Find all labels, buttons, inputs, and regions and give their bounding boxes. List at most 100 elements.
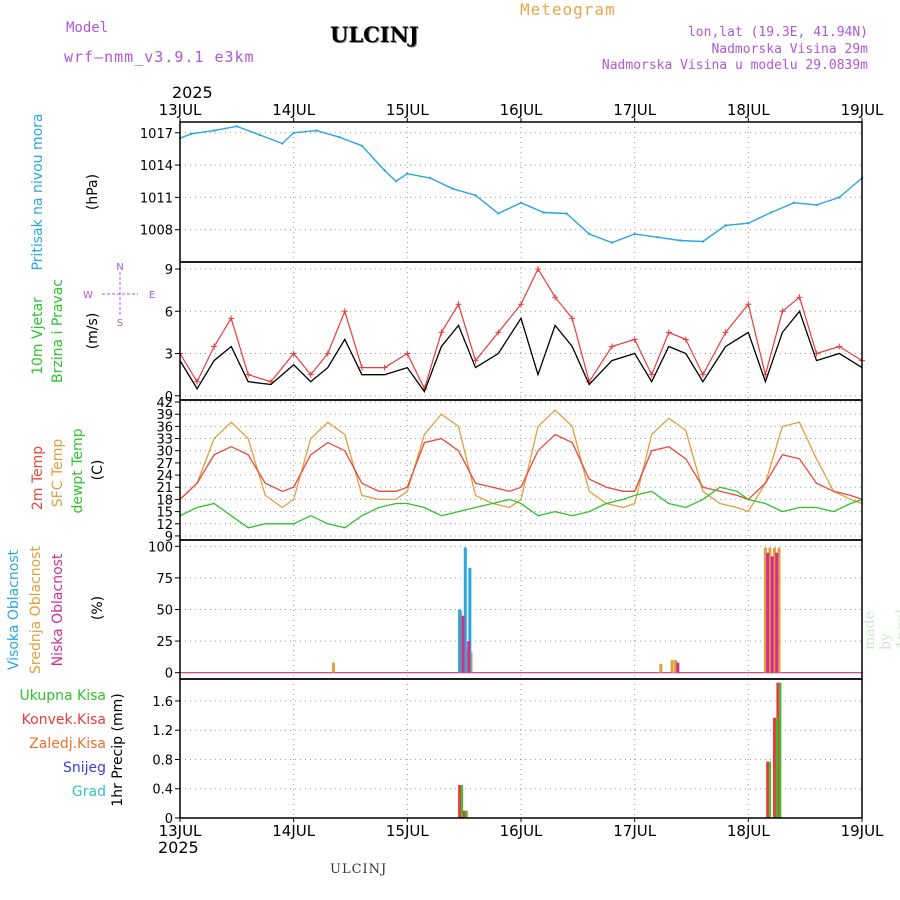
- y-tick-label: 39: [156, 408, 173, 423]
- y-tick-label: 75: [156, 572, 173, 587]
- sfc-temp-panel-label: SFC Temp: [50, 439, 66, 508]
- pressure-point: [337, 135, 341, 139]
- convective-precip-bar: [458, 785, 462, 818]
- y-tick-label: 1011: [140, 191, 173, 206]
- wind-gust-line: [179, 267, 863, 391]
- year-top: 2025: [172, 83, 213, 102]
- total-precip-bar: [465, 810, 468, 818]
- pressure-point: [747, 222, 750, 225]
- mid-cloud-bar: [777, 547, 781, 673]
- wind-gust-marker: [836, 343, 843, 350]
- y-tick-label: 1008: [140, 224, 173, 239]
- y-tick-label: 9: [165, 530, 173, 545]
- mid-cloud-bar: [763, 547, 767, 673]
- wind-gust-marker: [722, 329, 729, 336]
- wind-gust-marker: [608, 343, 615, 350]
- x-tick-label-top: 15JUL: [386, 101, 429, 119]
- pressure-point: [838, 196, 841, 199]
- wind-panel-label-1: 10m Vjetar: [30, 297, 46, 375]
- total-precip-bar: [461, 785, 464, 818]
- convective-precip-bar: [772, 717, 776, 818]
- pressure-panel-label: Pritisak na nivou mora: [30, 113, 46, 270]
- y-tick-label: 50: [156, 604, 173, 619]
- model-label: Model: [66, 20, 109, 36]
- wind-unit-label: (m/s): [85, 313, 101, 350]
- wind-gust-marker: [358, 364, 365, 371]
- y-tick-label: 0: [165, 390, 173, 405]
- x-tick-label-top: 14JUL: [272, 101, 315, 119]
- total-precip-bar: [779, 682, 782, 818]
- frame-layer: [175, 118, 863, 822]
- precip-legend-label: Zaledj.Kisa: [29, 736, 106, 752]
- grid-layer: [180, 122, 862, 819]
- pressure-point: [315, 129, 318, 132]
- pressure-point: [406, 172, 409, 175]
- mid-cloud-bar: [674, 660, 678, 673]
- pressure-point: [474, 194, 477, 197]
- wind-gust-marker: [455, 301, 462, 308]
- high-cloud-bar: [458, 609, 462, 673]
- pressure-point: [542, 211, 545, 214]
- wind-speed-line: [179, 309, 863, 393]
- pressure-point: [815, 203, 818, 207]
- compass-n: N: [116, 262, 123, 273]
- x-tick-label-bottom: 19JUL: [841, 822, 884, 840]
- wind-gust-marker: [631, 336, 638, 343]
- pressure-point: [497, 212, 500, 215]
- wind-gust-marker: [307, 371, 314, 378]
- footer-station: ULCINJ: [330, 862, 388, 877]
- lonlat-info: lon,lat (19.3E, 41.94N): [687, 25, 868, 40]
- pressure-point: [610, 241, 614, 244]
- x-tick-label-bottom: 16JUL: [500, 822, 543, 840]
- label-layer: 1008101110141017036991215182124273033363…: [6, 101, 884, 840]
- wind-gust-marker: [495, 329, 502, 336]
- x-tick-label-bottom: 17JUL: [613, 822, 656, 840]
- pressure-point: [565, 212, 568, 215]
- y-tick-label: 0.8: [152, 753, 173, 768]
- y-tick-label: 100: [148, 540, 173, 555]
- x-tick-label-bottom: 15JUL: [386, 822, 429, 840]
- x-tick-label-bottom: 18JUL: [727, 822, 770, 840]
- total-precip-bar: [775, 717, 778, 818]
- convective-precip-bar: [462, 810, 466, 818]
- y-tick-label: 36: [156, 420, 173, 435]
- y-tick-label: 1017: [140, 127, 173, 142]
- low-cloud-bar: [461, 615, 465, 673]
- temp2m-line: [179, 433, 863, 501]
- wind-gust-marker: [472, 357, 479, 364]
- mid-cloud-bar: [772, 547, 776, 673]
- pressure-point: [383, 169, 386, 172]
- mid-cloud-bar: [768, 547, 772, 673]
- low-cloud-bar: [467, 641, 471, 673]
- temp2m-panel-label: 2m Temp: [30, 446, 46, 510]
- y-tick-label: 0: [165, 812, 173, 827]
- low-cloud-bar: [676, 662, 680, 673]
- x-tick-label-bottom: 14JUL: [272, 822, 315, 840]
- wind-gust-marker: [381, 364, 388, 371]
- meteogram-title: Meteogram: [520, 0, 616, 19]
- model-name: wrf–nmm_v3.9.1 e3km: [64, 48, 255, 66]
- pressure-point: [292, 131, 295, 134]
- high-cloud-bar: [463, 547, 467, 673]
- wind-gust-marker: [438, 329, 445, 336]
- mid-cloud-bar: [670, 660, 674, 673]
- dewpt-panel-label: dewpt Temp: [70, 428, 86, 513]
- pressure-point: [678, 239, 682, 242]
- compass-e: E: [149, 290, 155, 301]
- temp-unit-label: (C): [90, 460, 106, 481]
- pressure-unit-label: (hPa): [85, 174, 101, 210]
- pressure-point: [633, 232, 636, 236]
- y-tick-label: 12: [156, 518, 173, 533]
- y-tick-label: 27: [156, 457, 173, 472]
- convective-precip-bar: [766, 761, 770, 818]
- cloud-unit-label: (%): [90, 596, 106, 620]
- x-tick-label-top: 17JUL: [613, 101, 656, 119]
- wind-gust-marker: [194, 378, 201, 385]
- precip-legend-label: Snijeg: [63, 760, 106, 776]
- y-tick-label: 0: [165, 667, 173, 682]
- wind-gust-marker: [779, 308, 786, 315]
- wind-gust-marker: [211, 343, 218, 350]
- compass-w: W: [83, 290, 93, 301]
- wind-gust-marker: [682, 336, 689, 343]
- x-tick-label-top: 18JUL: [727, 101, 770, 119]
